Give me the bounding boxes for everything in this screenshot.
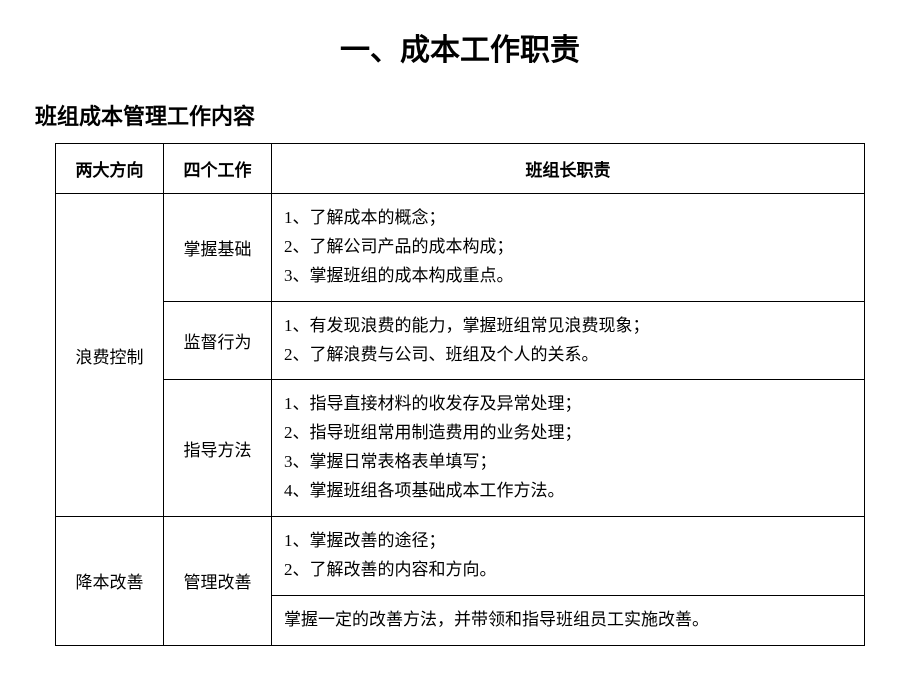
cell-duty-2: 1、有发现浪费的能力，掌握班组常见浪费现象；2、了解浪费与公司、班组及个人的关系…	[272, 301, 865, 380]
table-wrapper: 两大方向 四个工作 班组长职责 浪费控制 掌握基础 1、了解成本的概念；2、了解…	[30, 143, 890, 646]
cell-work-2: 监督行为	[164, 301, 272, 380]
cell-duty-1: 1、了解成本的概念；2、了解公司产品的成本构成；3、掌握班组的成本构成重点。	[272, 194, 865, 302]
table-header-row: 两大方向 四个工作 班组长职责	[56, 144, 865, 194]
page-title: 一、成本工作职责	[30, 25, 890, 69]
document-container: 一、成本工作职责 班组成本管理工作内容 两大方向 四个工作 班组长职责 浪费控制…	[0, 0, 920, 676]
cell-work-1: 掌握基础	[164, 194, 272, 302]
table-row: 降本改善 管理改善 1、掌握改善的途径；2、了解改善的内容和方向。	[56, 517, 865, 596]
table-row: 指导方法 1、指导直接材料的收发存及异常处理；2、指导班组常用制造费用的业务处理…	[56, 380, 865, 517]
page-subtitle: 班组成本管理工作内容	[35, 99, 890, 131]
cell-direction-2: 降本改善	[56, 517, 164, 646]
header-duty: 班组长职责	[272, 144, 865, 194]
cell-work-3: 指导方法	[164, 380, 272, 517]
cell-direction-1: 浪费控制	[56, 194, 164, 517]
cell-duty-4: 1、掌握改善的途径；2、了解改善的内容和方向。	[272, 517, 865, 596]
header-direction: 两大方向	[56, 144, 164, 194]
cell-duty-3: 1、指导直接材料的收发存及异常处理；2、指导班组常用制造费用的业务处理；3、掌握…	[272, 380, 865, 517]
header-work: 四个工作	[164, 144, 272, 194]
duties-table: 两大方向 四个工作 班组长职责 浪费控制 掌握基础 1、了解成本的概念；2、了解…	[55, 143, 865, 646]
cell-work-4: 管理改善	[164, 517, 272, 646]
table-row: 监督行为 1、有发现浪费的能力，掌握班组常见浪费现象；2、了解浪费与公司、班组及…	[56, 301, 865, 380]
table-row: 浪费控制 掌握基础 1、了解成本的概念；2、了解公司产品的成本构成；3、掌握班组…	[56, 194, 865, 302]
cell-duty-5: 掌握一定的改善方法，并带领和指导班组员工实施改善。	[272, 595, 865, 645]
